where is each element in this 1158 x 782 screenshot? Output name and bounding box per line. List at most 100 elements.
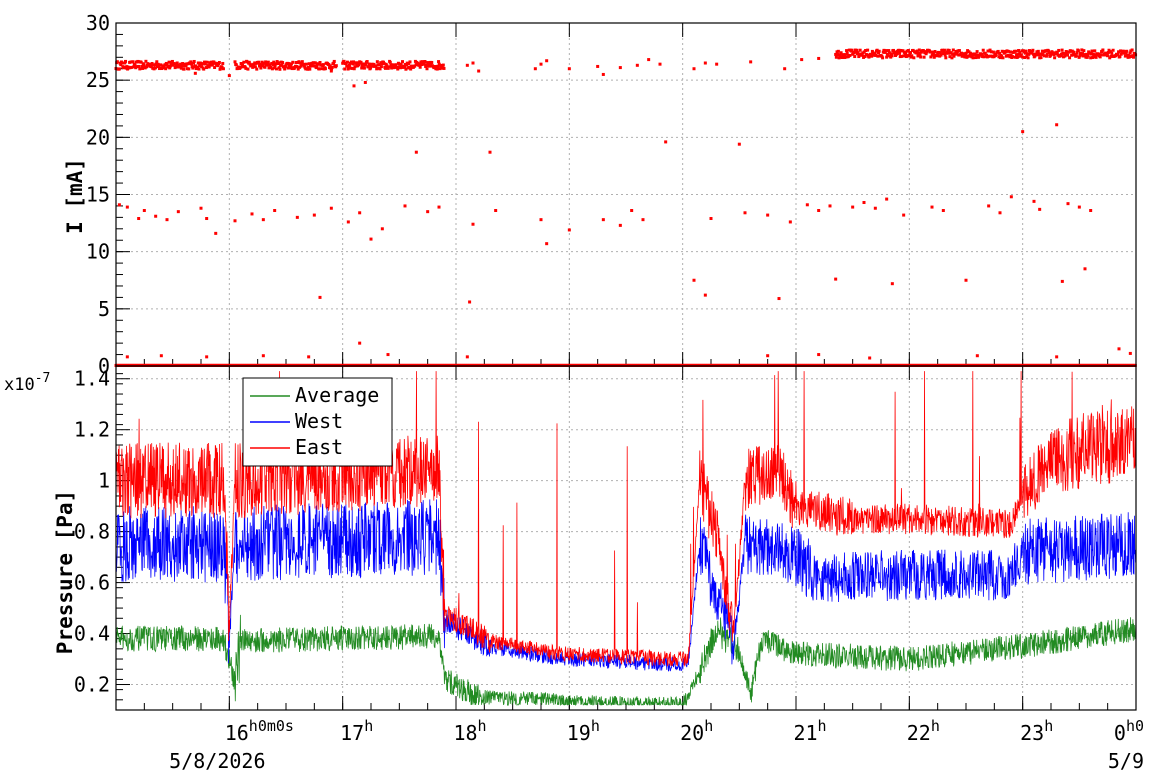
data-point xyxy=(255,67,259,71)
data-point xyxy=(971,56,975,60)
data-point xyxy=(1080,48,1084,52)
data-point xyxy=(938,51,942,55)
data-point xyxy=(1023,55,1027,59)
data-point xyxy=(943,53,947,57)
data-point xyxy=(175,61,179,65)
data-point xyxy=(906,49,910,53)
data-point xyxy=(855,48,859,52)
data-point xyxy=(198,64,202,68)
data-point xyxy=(494,209,498,213)
data-point xyxy=(168,64,172,68)
data-point xyxy=(854,50,858,54)
data-point xyxy=(955,52,959,56)
data-point xyxy=(172,62,176,66)
data-point xyxy=(289,64,293,68)
data-point xyxy=(347,63,351,67)
data-point xyxy=(379,65,383,69)
data-point xyxy=(196,65,200,69)
data-point xyxy=(262,61,266,65)
data-point xyxy=(1064,52,1068,56)
data-point xyxy=(873,52,877,56)
data-point xyxy=(1106,51,1110,55)
data-point xyxy=(901,49,905,53)
data-point xyxy=(250,212,254,216)
data-point xyxy=(418,65,422,69)
data-point xyxy=(942,51,946,55)
data-point xyxy=(845,49,849,53)
data-point xyxy=(149,65,153,69)
data-point xyxy=(1099,53,1103,57)
data-point xyxy=(539,62,543,66)
data-point xyxy=(1090,49,1094,53)
data-point xyxy=(311,61,315,65)
data-point xyxy=(868,356,872,360)
data-point xyxy=(848,53,852,57)
data-point xyxy=(221,61,225,65)
data-point xyxy=(836,49,840,53)
data-point xyxy=(394,63,398,67)
data-point xyxy=(377,63,381,67)
data-point xyxy=(1008,55,1012,59)
data-point xyxy=(828,204,832,208)
data-point xyxy=(408,60,412,64)
data-point xyxy=(1057,48,1061,52)
data-point xyxy=(358,341,362,345)
data-point xyxy=(817,56,821,60)
data-point xyxy=(403,204,407,208)
data-point xyxy=(805,203,809,207)
data-point xyxy=(420,63,424,67)
data-point xyxy=(307,355,311,359)
data-point xyxy=(423,59,427,63)
data-point xyxy=(860,53,864,57)
data-point xyxy=(963,55,967,59)
data-point xyxy=(1072,50,1076,54)
data-point xyxy=(189,62,193,66)
data-point xyxy=(947,51,951,55)
x-tick-label: 21h xyxy=(793,717,826,745)
data-point xyxy=(715,62,719,66)
data-point xyxy=(315,66,319,70)
data-point xyxy=(664,140,668,144)
data-point xyxy=(817,209,821,213)
y-tick-label: 1 xyxy=(98,469,110,493)
data-point xyxy=(989,50,993,54)
data-point xyxy=(328,64,332,68)
data-point xyxy=(1014,49,1018,53)
data-point xyxy=(1108,50,1112,54)
y-tick-label: 5 xyxy=(98,297,110,321)
data-point xyxy=(852,51,856,55)
data-point xyxy=(1085,55,1089,59)
data-point xyxy=(137,217,141,221)
data-point xyxy=(407,62,411,66)
data-point xyxy=(234,63,238,67)
data-point xyxy=(873,206,877,210)
data-point xyxy=(737,142,741,146)
data-point xyxy=(359,60,363,64)
data-point xyxy=(471,222,475,226)
pressure-legend: Average West East xyxy=(242,377,393,467)
data-point xyxy=(1021,130,1025,134)
data-point xyxy=(300,60,304,64)
data-point xyxy=(192,59,196,63)
data-point xyxy=(396,67,400,71)
data-point xyxy=(817,353,821,357)
data-point xyxy=(435,67,439,71)
data-point xyxy=(919,55,923,59)
data-point xyxy=(936,50,940,54)
data-point xyxy=(703,293,707,297)
data-point xyxy=(120,61,124,65)
data-point xyxy=(1026,56,1030,60)
data-point xyxy=(1110,51,1114,55)
data-point xyxy=(970,54,974,58)
data-point xyxy=(272,60,276,64)
data-point xyxy=(414,150,418,154)
data-point xyxy=(135,65,139,69)
data-point xyxy=(904,52,908,56)
data-point xyxy=(1034,53,1038,57)
data-point xyxy=(1051,51,1055,55)
data-point xyxy=(935,53,939,57)
data-point xyxy=(263,65,267,69)
data-point xyxy=(618,66,622,70)
x-tick-label: 19h xyxy=(567,717,600,745)
data-point xyxy=(247,60,251,64)
